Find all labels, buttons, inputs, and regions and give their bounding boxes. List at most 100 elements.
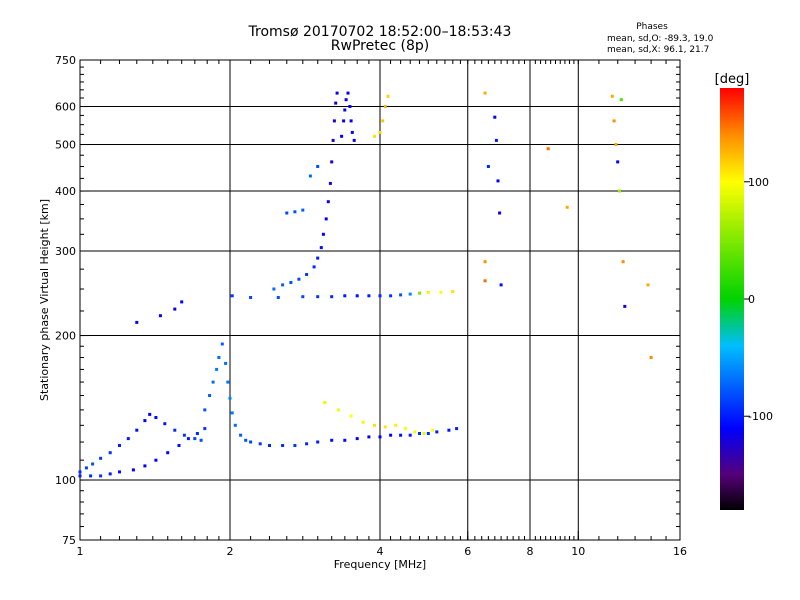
echo-point [486, 165, 490, 168]
chart-subtitle: RwPretec (8p) [330, 38, 430, 54]
echo-point [316, 440, 320, 444]
echo-point [483, 260, 487, 264]
echo-point [496, 179, 500, 183]
echo-point [308, 174, 312, 178]
colorbar-label: [deg] [715, 72, 750, 87]
echo-point [108, 451, 112, 455]
echo-point [316, 165, 320, 168]
echo-point [99, 474, 103, 478]
x-tick-label: 1 [77, 545, 84, 558]
echo-point [173, 428, 177, 432]
echo-point [203, 408, 207, 412]
echo-point [118, 444, 121, 447]
echo-point [193, 437, 197, 441]
echo-points [78, 91, 653, 478]
echo-point [281, 283, 285, 287]
echo-point [173, 307, 177, 311]
echo-point [343, 294, 347, 298]
echo-point [355, 294, 359, 298]
echo-point [135, 428, 139, 432]
echo-point [143, 419, 147, 423]
echo-point [431, 428, 435, 432]
echo-point [244, 438, 248, 442]
echo-point [297, 277, 301, 281]
echo-point [108, 472, 112, 476]
echo-point [226, 380, 230, 384]
echo-point [230, 411, 234, 415]
colorbar-tick-label: -100 [748, 410, 773, 423]
x-tick-label: 2 [227, 545, 234, 558]
echo-point [305, 442, 309, 446]
echo-point [285, 211, 289, 215]
echo-point [404, 427, 407, 431]
echo-point [621, 260, 625, 264]
echo-point [328, 181, 332, 185]
echo-point [546, 147, 550, 151]
echo-point [272, 287, 276, 291]
echo-point [319, 246, 323, 250]
echo-point [305, 273, 309, 276]
x-axis-label: Frequency [MHz] [334, 558, 426, 571]
echo-point [349, 119, 353, 123]
echo-point [646, 283, 650, 287]
echo-point [565, 205, 569, 209]
echo-point [312, 265, 316, 269]
echo-point [199, 438, 203, 442]
echo-point [494, 138, 498, 142]
x-tick-label: 4 [377, 545, 384, 558]
echo-point [148, 412, 152, 416]
echo-point [268, 444, 271, 447]
x-tick-label: 8 [527, 545, 534, 558]
echo-point [186, 437, 190, 441]
echo-point [163, 422, 167, 426]
echo-point [381, 119, 385, 123]
echo-point [335, 91, 339, 95]
echo-point [233, 423, 237, 427]
echo-point [418, 291, 421, 295]
echo-point [89, 474, 93, 478]
echo-point [215, 367, 219, 371]
echo-point [383, 425, 387, 429]
echo-point [143, 464, 147, 468]
echo-point [330, 160, 334, 164]
echo-point [422, 432, 426, 435]
echo-point [344, 98, 348, 102]
echo-point [367, 435, 371, 439]
echo-point [418, 432, 421, 435]
echo-point [623, 304, 627, 308]
echo-point [498, 211, 502, 215]
echo-point [349, 414, 353, 418]
echo-point [195, 432, 199, 435]
echo-point [447, 428, 451, 432]
echo-point [208, 394, 212, 397]
echo-point [426, 290, 430, 294]
echo-point [399, 293, 403, 297]
echo-point [340, 134, 344, 138]
echo-point [408, 292, 412, 296]
echo-point [413, 430, 417, 434]
echo-point [451, 290, 455, 293]
echo-point [493, 115, 497, 119]
echo-point [383, 105, 387, 108]
echo-point [330, 295, 334, 299]
echo-point [99, 456, 103, 460]
echo-point [126, 437, 130, 441]
echo-point [408, 433, 412, 437]
echo-point [499, 283, 503, 287]
echo-point [612, 119, 616, 123]
y-tick-label: 75 [62, 534, 76, 547]
echo-point [166, 451, 170, 455]
echo-point [389, 294, 393, 298]
echo-point [342, 119, 346, 123]
y-tick-label: 400 [55, 185, 76, 198]
chart-title: Tromsø 20170702 18:52:00–18:53:43 [248, 24, 512, 40]
echo-point [154, 458, 158, 462]
echo-point [316, 295, 320, 299]
y-tick-label: 200 [55, 330, 76, 343]
echo-point [293, 210, 297, 214]
echo-point [619, 98, 623, 102]
y-axis-label: Stationary phase Virtual Height [km] [38, 199, 51, 401]
echo-point [154, 416, 158, 419]
echo-point [78, 470, 82, 474]
